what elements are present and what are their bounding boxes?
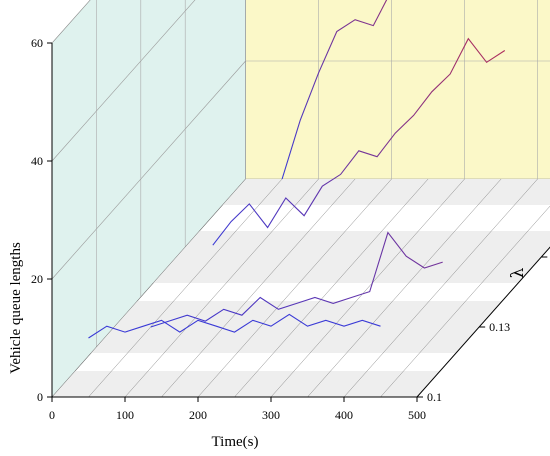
x-axis-title: Time(s) — [212, 434, 259, 450]
chart-axes — [47, 42, 550, 402]
floor-gridline — [307, 178, 502, 398]
series-line-lambda-0-17 — [212, 37, 506, 246]
x-tick-label: 400 — [335, 408, 353, 422]
side-wall-gridline — [51, 0, 196, 162]
chart-floor — [52, 179, 550, 397]
floor-gridline — [51, 178, 246, 398]
floor-gridline — [343, 178, 538, 398]
floor-gridline — [197, 178, 392, 398]
series-line-lambda-0-13 — [150, 231, 443, 328]
x-tick-label: 200 — [189, 408, 207, 422]
floor-gridline — [161, 178, 356, 398]
floor-gridline — [124, 178, 319, 398]
z-tick-label: 0.13 — [489, 320, 510, 334]
x-tick-label: 300 — [262, 408, 280, 422]
floor-band — [222, 179, 550, 205]
floor-gridline — [88, 178, 283, 398]
side-wall-gridline — [51, 60, 246, 280]
series-group — [88, 0, 506, 339]
x-tick-label: 0 — [49, 408, 55, 422]
chart-walls — [51, 0, 550, 398]
x-tick-label: 500 — [408, 408, 426, 422]
y-tick-label: 40 — [31, 154, 43, 168]
x-tick-label: 100 — [116, 408, 134, 422]
z-axis-title: λ — [508, 267, 528, 278]
series-line-lambda-0-1 — [88, 313, 381, 339]
floor-band — [153, 231, 550, 283]
z-axis-line — [416, 246, 550, 398]
y-tick-label: 0 — [37, 390, 43, 404]
floor-gridline — [416, 246, 550, 398]
z-tick-label: 0.1 — [427, 390, 442, 404]
y-tick-label: 60 — [31, 36, 43, 50]
floor-gridline — [234, 178, 429, 398]
floor-gridline — [380, 205, 550, 398]
y-axis-title: Vehicle queue lengths — [8, 242, 24, 374]
y-tick-label: 20 — [31, 272, 43, 286]
series-line-lambda-0-2 — [281, 0, 388, 180]
floor-gridline — [270, 178, 465, 398]
back-wall — [245, 0, 550, 180]
